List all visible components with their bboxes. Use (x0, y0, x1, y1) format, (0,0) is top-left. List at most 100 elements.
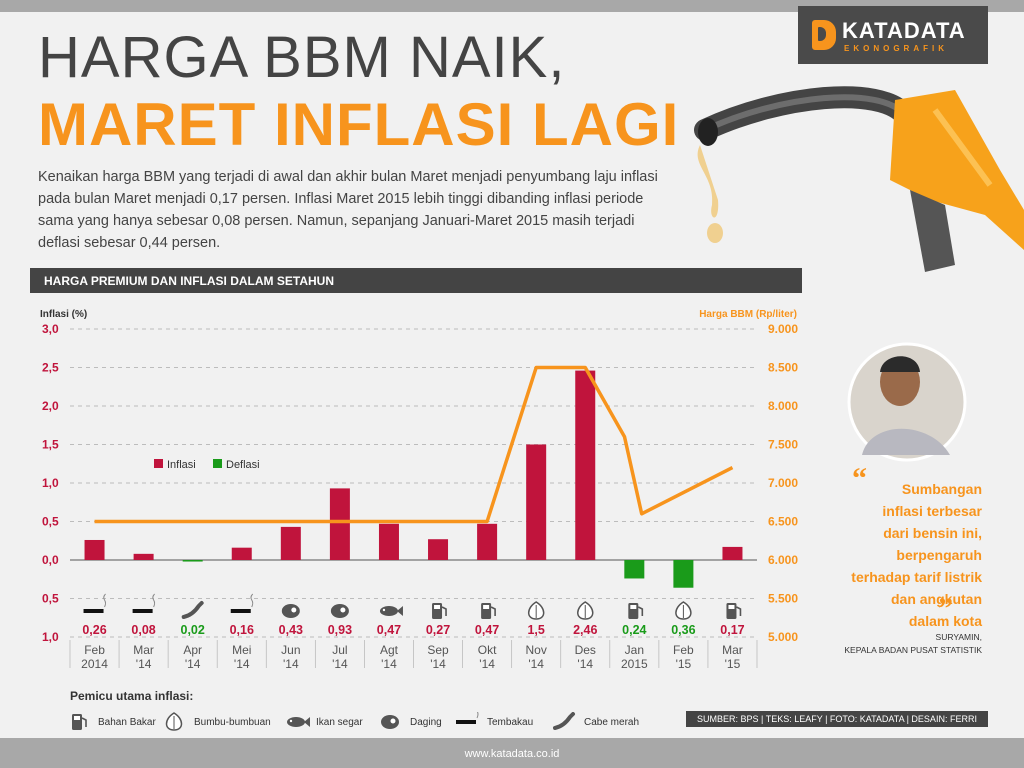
driver-legend-item: Bahan Bakar (64, 712, 156, 732)
bar (477, 523, 498, 560)
driver-legend-label: Daging (410, 716, 442, 728)
credits-bar: SUMBER: BPS | TEKS: LEAFY | FOTO: KATADA… (686, 711, 988, 727)
data-label: 0,93 (328, 623, 352, 637)
bar (133, 553, 154, 560)
y-left-tick-label: 2,0 (42, 399, 59, 413)
driver-legend-icon (381, 715, 399, 729)
y-right-tick-label: 8.500 (768, 361, 798, 375)
logo-mark-icon (812, 20, 836, 50)
footer-url[interactable]: www.katadata.co.id (464, 748, 560, 760)
data-label: 2,46 (573, 623, 597, 637)
y-right-tick-label: 6.500 (768, 515, 798, 529)
quote-line: terhadap tarif listrik (851, 569, 982, 585)
x-tick-label: Mar (722, 643, 743, 657)
x-tick-label: Jan (625, 643, 644, 657)
bahan-bakar-icon (726, 603, 742, 619)
section-title: HARGA PREMIUM DAN INFLASI DALAM SETAHUN (44, 274, 334, 288)
x-tick-label: '14 (283, 657, 299, 671)
quote-line: dalam kota (908, 613, 982, 629)
bar (182, 560, 203, 562)
quote-close-mark: ” (938, 592, 953, 625)
x-tick-label: 2015 (621, 657, 648, 671)
daging-icon (330, 604, 349, 618)
daging-icon (281, 604, 300, 618)
legend-swatch-deflasi (213, 459, 222, 468)
logo-subtitle: EKONOGRAFIK (844, 44, 948, 53)
intro-paragraph: Kenaikan harga BBM yang terjadi di awal … (38, 169, 658, 251)
person-name: SURYAMIN, (935, 632, 982, 642)
bar (378, 523, 399, 560)
bar (329, 488, 350, 560)
headline-line-2: MARET INFLASI LAGI (38, 91, 680, 158)
bbm-price-line (94, 365, 734, 524)
bumbu-icon (577, 601, 594, 620)
y-right-tick-label: 9.000 (768, 322, 798, 336)
driver-legend-icon (165, 712, 183, 731)
y-right-tick-label: 8.000 (768, 399, 798, 413)
y-left-tick-label: 1,0 (42, 630, 59, 644)
tembakau-icon (83, 593, 107, 613)
quote-line: dari bensin ini, (883, 525, 982, 541)
cabe-icon (553, 712, 575, 730)
x-tick-label: '14 (381, 657, 397, 671)
bumbu-icon (165, 712, 183, 731)
quote-attribution: SURYAMIN, KEPALA BADAN PUSAT STATISTIK (832, 631, 982, 657)
x-tick-label: Nov (526, 643, 547, 657)
x-tick-label: '14 (332, 657, 348, 671)
data-label: 0,27 (426, 623, 450, 637)
driver-legend-item: Tembakau (453, 712, 533, 732)
x-tick-label: '14 (528, 657, 544, 671)
data-label: 0,36 (671, 623, 695, 637)
x-tick-label: Okt (478, 643, 497, 657)
headline-line-1: HARGA BBM NAIK, (38, 25, 566, 90)
bar (84, 539, 105, 560)
driver-legend-label: Bumbu-bumbuan (194, 716, 271, 728)
quote-line: inflasi terbesar (882, 503, 982, 519)
drivers-legend-title: Pemicu utama inflasi: (70, 689, 194, 703)
data-label: 0,47 (475, 623, 499, 637)
data-label: 0,26 (82, 623, 106, 637)
data-label: 0,17 (720, 623, 744, 637)
tembakau-icon (132, 593, 156, 613)
y-right-tick-label: 5.000 (768, 630, 798, 644)
driver-legend-label: Bahan Bakar (98, 716, 156, 728)
katadata-logo[interactable]: KATADATA EKONOGRAFIK (798, 6, 988, 64)
y-left-axis-label: Inflasi (%) (40, 309, 87, 320)
bar (575, 370, 596, 560)
bumbu-icon (675, 601, 692, 620)
x-tick-label: Jul (332, 643, 347, 657)
driver-legend-item: Bumbu-bumbuan (160, 712, 271, 732)
y-right-tick-label: 7.000 (768, 476, 798, 490)
tembakau-icon (456, 712, 479, 724)
bar (231, 547, 252, 560)
bahan-bakar-icon (481, 603, 496, 619)
y-left-tick-label: 0,0 (42, 553, 59, 567)
data-label: 0,16 (230, 623, 254, 637)
quote-text: Sumbangan inflasi terbesar dari bensin i… (832, 478, 982, 632)
y-right-tick-label: 7.500 (768, 438, 798, 452)
y-left-tick-label: 2,5 (42, 361, 59, 375)
data-label: 0,43 (279, 623, 303, 637)
data-label: 1,5 (527, 623, 544, 637)
y-right-tick-label: 5.500 (768, 592, 798, 606)
data-label: 0,47 (377, 623, 401, 637)
y-left-tick-label: 1,0 (42, 476, 59, 490)
x-tick-label: '14 (430, 657, 446, 671)
x-tick-label: '14 (234, 657, 250, 671)
legend-label-deflasi: Deflasi (226, 459, 260, 471)
x-tick-label: '14 (479, 657, 495, 671)
x-tick-label: Agt (380, 643, 399, 657)
x-tick-label: Jun (281, 643, 300, 657)
ikan-icon (379, 606, 403, 616)
bahan-bakar-icon (628, 603, 644, 619)
quote-line: dan angkutan (890, 591, 982, 607)
legend-label-inflasi: Inflasi (167, 459, 196, 471)
bahan-bakar-icon (72, 714, 87, 730)
driver-legend-item: Cabe merah (550, 712, 639, 732)
cabe-icon (181, 601, 204, 619)
y-left-tick-label: 0,5 (42, 515, 59, 529)
driver-legend-label: Ikan segar (316, 716, 363, 728)
x-tick-label: '14 (185, 657, 201, 671)
driver-legend-icon (287, 717, 310, 727)
bahan-bakar-icon (432, 603, 447, 619)
